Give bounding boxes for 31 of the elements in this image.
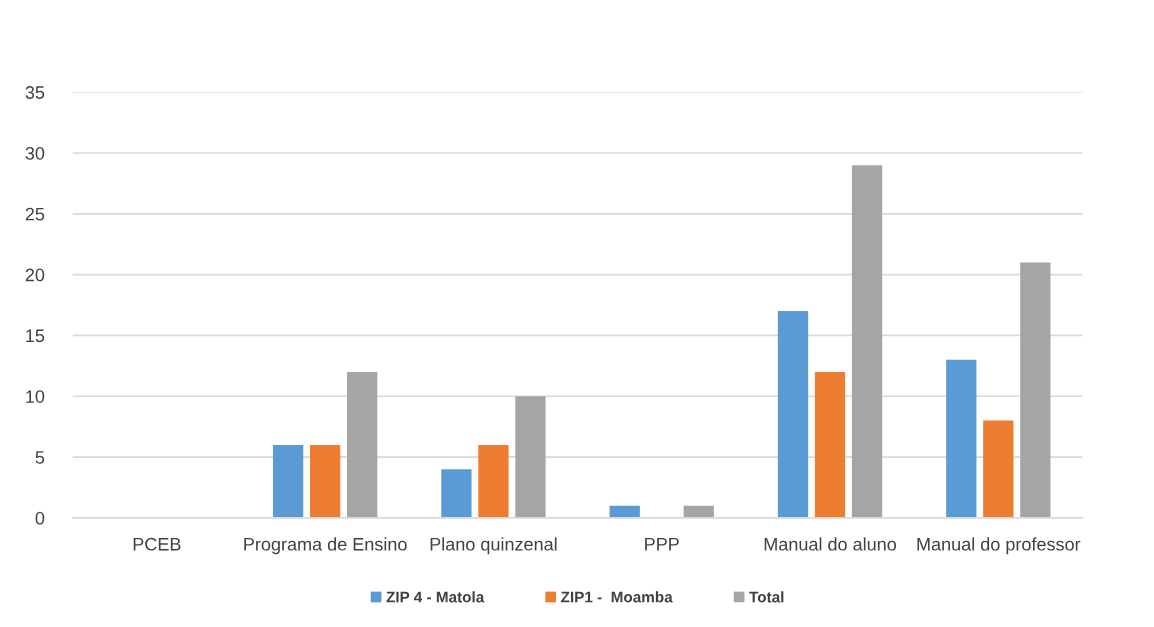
y-tick-label: 30: [25, 146, 45, 160]
bar: [1020, 262, 1051, 518]
bar: [272, 444, 304, 518]
y-tick-label: 15: [26, 329, 45, 343]
bar: [851, 165, 883, 518]
bar: [478, 444, 509, 518]
y-tick-label: 5: [35, 451, 45, 464]
x-tick-label: Plano quinzenal: [430, 537, 557, 555]
bar: [946, 359, 977, 518]
y-tick-label: 20: [25, 268, 45, 282]
bar: [515, 396, 546, 518]
x-tick-label: PCEB: [133, 537, 181, 551]
y-tick-label: 0: [35, 511, 45, 525]
bar: [814, 371, 846, 518]
bar: [609, 505, 640, 518]
legend-label: Total: [749, 591, 784, 603]
y-tick-label: 25: [25, 207, 45, 221]
bar: [777, 311, 809, 518]
x-tick-label: Programa de Ensino: [244, 537, 407, 555]
y-tick-label: 10: [26, 390, 45, 403]
bar: [441, 469, 472, 518]
x-tick-label: PPP: [645, 538, 679, 551]
bar: [347, 371, 378, 518]
bar: [983, 420, 1014, 518]
bar: [309, 444, 341, 518]
x-tick-label: Manual do aluno: [764, 537, 897, 551]
y-tick-label: 35: [25, 86, 45, 99]
x-tick-label: Manual do professor: [917, 537, 1081, 555]
legend-label: ZIP 4 - Matola: [386, 591, 485, 603]
bar: [683, 505, 714, 518]
legend-label: ZIP1 - Moamba: [561, 591, 673, 603]
